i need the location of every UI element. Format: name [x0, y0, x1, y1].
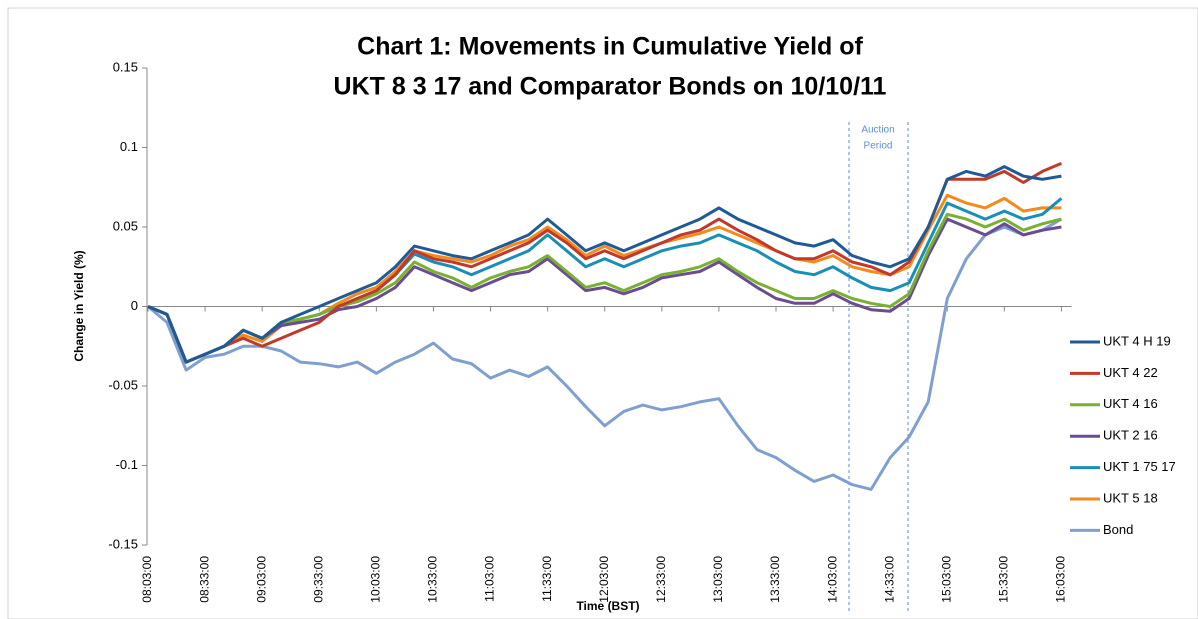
y-tick-label: 0.15: [113, 59, 138, 74]
series-line: [147, 165, 1062, 364]
x-tick-label: 11:33:00: [540, 556, 554, 602]
x-tick-label: 09:33:00: [311, 556, 325, 603]
chart-frame: [7, 7, 1198, 619]
legend-label: UKT 2 16: [1103, 428, 1158, 443]
x-tick-label: 15:03:00: [939, 556, 953, 603]
x-tick-label: 13:33:00: [768, 556, 782, 603]
legend-label: UKT 4 16: [1103, 396, 1158, 411]
x-tick-label: 10:33:00: [426, 556, 440, 603]
x-tick-label: 12:33:00: [654, 556, 668, 603]
y-tick-label: 0.1: [120, 139, 138, 154]
x-tick-label: 11:03:00: [483, 556, 497, 602]
x-tick-label: 09:03:00: [254, 556, 268, 603]
y-axis-title: Change in Yield (%): [72, 250, 86, 361]
x-axis-title: Time (BST): [576, 599, 639, 613]
x-tick-label: 16:03:00: [1054, 556, 1068, 603]
x-tick-label: 13:03:00: [711, 556, 725, 603]
y-tick-label: 0.05: [113, 218, 138, 233]
y-tick-label: -0.1: [116, 457, 138, 472]
x-tick-label: 12:03:00: [597, 556, 611, 603]
legend-label: Bond: [1103, 522, 1133, 537]
legend-label: UKT 4 22: [1103, 365, 1158, 380]
series-line: [147, 162, 1062, 364]
x-tick-label: 15:33:00: [997, 556, 1011, 603]
x-tick-label: 14:33:00: [882, 556, 896, 603]
annotation: Period: [864, 141, 893, 152]
chart-title: Chart 1: Movements in Cumulative Yield o…: [357, 33, 863, 61]
y-tick-label: -0.05: [108, 377, 138, 392]
y-tick-label: 0: [131, 298, 138, 313]
chart-title: UKT 8 3 17 and Comparator Bonds on 10/10…: [334, 73, 887, 101]
x-tick-label: 10:03:00: [369, 556, 383, 603]
legend-label: UKT 4 H 19: [1103, 333, 1171, 348]
x-tick-label: 08:03:00: [140, 556, 154, 603]
x-tick-label: 14:03:00: [825, 556, 839, 603]
annotation: Auction: [861, 125, 894, 136]
x-tick-label: 08:33:00: [197, 556, 211, 603]
legend-label: UKT 1 75 17: [1103, 459, 1176, 474]
series-line: [147, 217, 1063, 491]
series-line: [147, 212, 1062, 364]
y-tick-label: -0.15: [108, 536, 138, 551]
series-line: [147, 217, 1062, 364]
legend-label: UKT 5 18: [1103, 490, 1158, 505]
